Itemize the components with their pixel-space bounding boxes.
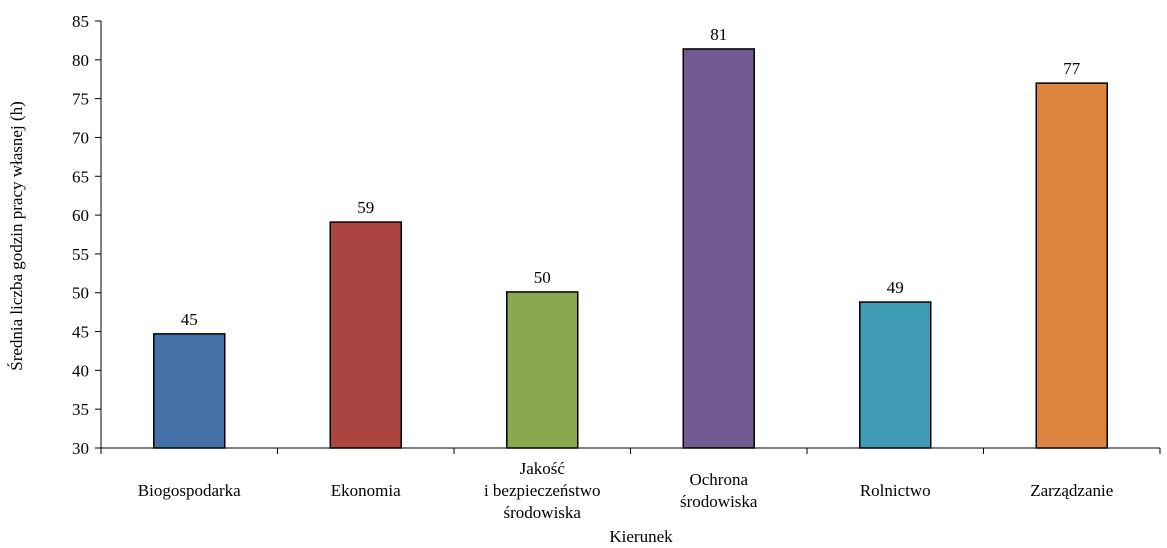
- y-tick-label: 55: [72, 245, 89, 264]
- bar: [506, 291, 579, 449]
- bar: [153, 333, 226, 449]
- category-label: Jakość: [520, 459, 566, 478]
- y-tick-label: 35: [72, 400, 89, 419]
- y-tick-label: 75: [72, 90, 89, 109]
- y-tick-label: 45: [72, 323, 89, 342]
- data-label: 59: [357, 198, 374, 217]
- category-label: środowiska: [504, 503, 582, 522]
- bar: [859, 301, 932, 449]
- bar: [682, 48, 755, 449]
- category-label: Ochrona: [689, 470, 748, 489]
- category-label: Zarządzanie: [1030, 481, 1113, 500]
- y-tick-label: 70: [72, 128, 89, 147]
- category-label: Biogospodarka: [138, 481, 241, 500]
- x-axis-title: Kierunek: [609, 527, 673, 546]
- y-tick-label: 65: [72, 167, 89, 186]
- data-label: 77: [1063, 59, 1081, 78]
- data-label: 81: [710, 25, 727, 44]
- x-axis: [100, 447, 1161, 454]
- bar: [1035, 82, 1108, 449]
- y-tick-label: 60: [72, 206, 89, 225]
- category-label: Ekonomia: [331, 481, 401, 500]
- bars: [153, 48, 1108, 449]
- y-axis: 30 35 40 45 50 55 60 65 70 75 80 85: [72, 12, 102, 458]
- data-label: 49: [887, 278, 904, 297]
- category-label: i bezpieczeństwo: [484, 481, 601, 500]
- bar: [329, 221, 402, 449]
- data-label: 50: [534, 268, 551, 287]
- y-tick-label: 85: [72, 12, 89, 31]
- data-label: 45: [181, 310, 198, 329]
- category-label: środowiska: [680, 492, 758, 511]
- y-axis-title: Średnia liczba godzin pracy własnej (h): [7, 101, 26, 371]
- y-tick-label: 50: [72, 284, 89, 303]
- data-labels: 45 59 50 81 49 77: [181, 25, 1081, 329]
- y-tick-label: 80: [72, 51, 89, 70]
- y-tick-label: 40: [72, 361, 89, 380]
- category-labels: Biogospodarka Ekonomia Jakość i bezpieczeńs…: [138, 459, 1113, 522]
- y-tick-label: 30: [72, 439, 89, 458]
- category-label: Rolnictwo: [860, 481, 931, 500]
